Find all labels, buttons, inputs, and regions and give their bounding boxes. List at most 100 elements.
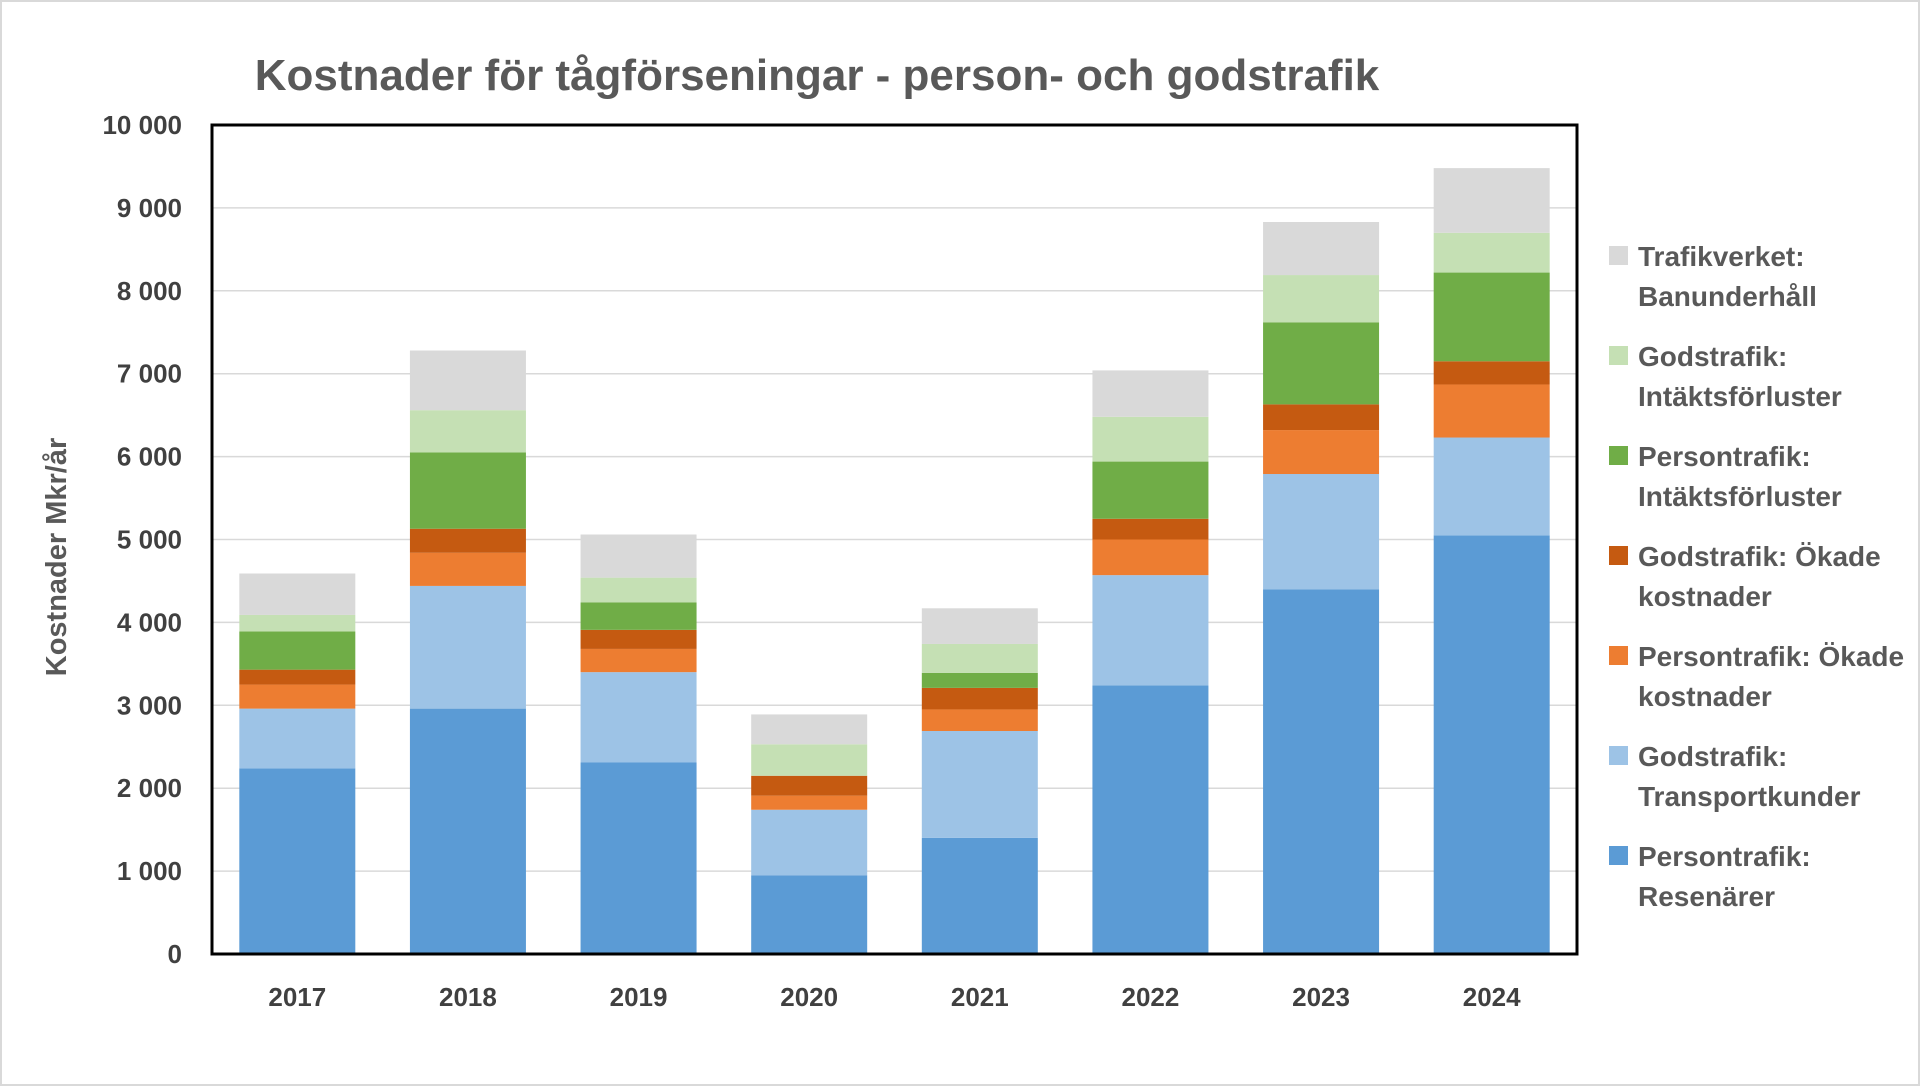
y-tick-label: 5 000	[117, 525, 182, 555]
bar-group	[921, 608, 1038, 954]
bar-segment	[1433, 361, 1550, 385]
legend-item: Godstrafik: Intäktsförluster	[1609, 341, 1842, 412]
bar-segment	[1092, 575, 1209, 686]
bar-group	[409, 350, 526, 954]
bar-segment	[580, 602, 697, 630]
bar-segment	[580, 534, 697, 578]
bar-group	[1092, 370, 1209, 954]
bar-segment	[921, 687, 1038, 710]
bar-segment	[580, 762, 697, 954]
legend-label: Intäktsförluster	[1638, 381, 1842, 412]
bar-segment	[751, 714, 868, 745]
bar-segment	[409, 350, 526, 411]
x-tick-label: 2023	[1292, 982, 1350, 1012]
bar-group	[1263, 221, 1380, 954]
legend-swatch	[1609, 446, 1628, 465]
bar-segment	[239, 669, 356, 685]
bar-segment	[580, 629, 697, 649]
legend-label: Godstrafik:	[1638, 741, 1787, 772]
bar-segment	[239, 768, 356, 954]
legend: Trafikverket: Banunderhåll Godstrafik: Intä…	[1609, 241, 1904, 912]
bar-segment	[751, 744, 868, 776]
bar-segment	[580, 672, 697, 763]
x-tick-label: 2022	[1122, 982, 1180, 1012]
bar-group	[751, 714, 868, 954]
bar-segment	[1433, 384, 1550, 438]
bar-segment	[1092, 416, 1209, 462]
bar-segment	[751, 795, 868, 810]
bar-segment	[1433, 535, 1550, 954]
bar-segment	[1263, 221, 1380, 276]
bar-segment	[409, 528, 526, 553]
bar-segment	[921, 608, 1038, 644]
bar-segment	[580, 648, 697, 673]
bar-segment	[751, 875, 868, 954]
legend-label: Resenärer	[1638, 881, 1775, 912]
bar-segment	[239, 573, 356, 615]
bar-segment	[1092, 685, 1209, 954]
bar-segment	[409, 410, 526, 453]
bar-segment	[1092, 518, 1209, 540]
x-tick-label: 2021	[951, 982, 1009, 1012]
bar-segment	[1433, 232, 1550, 273]
bar-segment	[580, 577, 697, 603]
legend-item: Persontrafik: Intäktsförluster	[1609, 441, 1842, 512]
legend-swatch	[1609, 846, 1628, 865]
legend-label: Intäktsförluster	[1638, 481, 1842, 512]
legend-label: Banunderhåll	[1638, 281, 1817, 312]
y-tick-label: 10 000	[102, 110, 182, 140]
legend-label: Trafikverket:	[1638, 241, 1805, 272]
legend-label: Persontrafik:	[1638, 441, 1811, 472]
legend-label: Transportkunder	[1638, 781, 1861, 812]
y-tick-label: 2 000	[117, 773, 182, 803]
legend-swatch	[1609, 246, 1628, 265]
bar-segment	[1263, 589, 1380, 954]
bar-segment	[1092, 539, 1209, 576]
bar-segment	[751, 775, 868, 796]
bar-group	[580, 534, 697, 954]
legend-swatch	[1609, 646, 1628, 665]
bar-segment	[409, 708, 526, 954]
chart-title: Kostnader för tågförseningar - person- o…	[255, 51, 1380, 100]
bar-segment	[239, 684, 356, 709]
legend-swatch	[1609, 546, 1628, 565]
bar-segment	[921, 643, 1038, 673]
plot-border	[210, 123, 1579, 956]
y-tick-label: 7 000	[117, 359, 182, 389]
legend-item: Trafikverket: Banunderhåll	[1609, 241, 1817, 312]
x-tick-label: 2019	[610, 982, 668, 1012]
legend-item: Persontrafik: Ökade kostnader	[1609, 641, 1904, 712]
legend-label: Godstrafik: Ökade	[1638, 541, 1881, 572]
legend-item: Godstrafik: Transportkunder	[1609, 741, 1861, 812]
legend-label: Persontrafik: Ökade	[1638, 641, 1904, 672]
bar-segment	[1092, 370, 1209, 417]
bar-segment	[409, 452, 526, 529]
bar-segment	[1263, 430, 1380, 475]
x-tick-label: 2017	[268, 982, 326, 1012]
bar-segment	[409, 552, 526, 586]
legend-item: Persontrafik: Resenärer	[1609, 841, 1811, 912]
y-tick-label: 3 000	[117, 690, 182, 720]
bar-segment	[1263, 275, 1380, 323]
y-tick-label: 0	[168, 939, 182, 969]
y-tick-label: 6 000	[117, 442, 182, 472]
bar-segment	[1263, 404, 1380, 431]
y-tick-label: 4 000	[117, 607, 182, 637]
legend-label: kostnader	[1638, 581, 1772, 612]
legend-swatch	[1609, 346, 1628, 365]
bar-segment	[921, 709, 1038, 731]
x-tick-label: 2020	[780, 982, 838, 1012]
y-axis-label: Kostnader Mkr/år	[41, 438, 73, 677]
y-tick-label: 1 000	[117, 856, 182, 886]
bar-segment	[921, 730, 1038, 838]
legend-label: Godstrafik:	[1638, 341, 1787, 372]
legend-label: kostnader	[1638, 681, 1772, 712]
y-tick-label: 9 000	[117, 193, 182, 223]
bar-segment	[1433, 168, 1550, 233]
bar-segment	[1092, 461, 1209, 519]
bar-segment	[1263, 322, 1380, 405]
bar-segment	[239, 708, 356, 769]
bar-segment	[1433, 437, 1550, 536]
